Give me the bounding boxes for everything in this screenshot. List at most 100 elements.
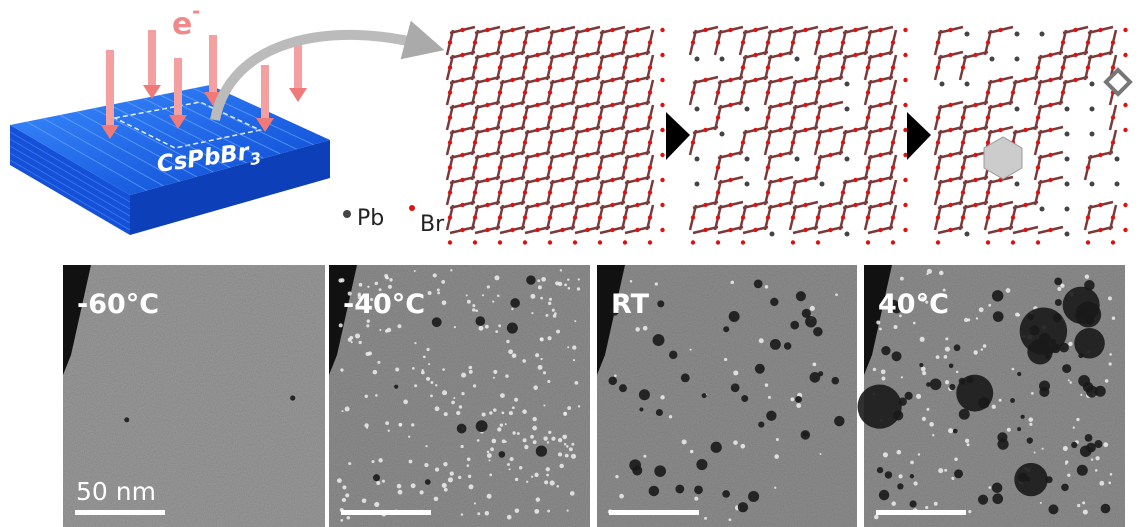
- bright-spot: [388, 430, 390, 432]
- bright-spot: [489, 411, 492, 414]
- br-atom: [973, 203, 977, 207]
- bright-spot: [876, 321, 880, 325]
- void: [949, 364, 954, 369]
- br-atom: [973, 103, 977, 107]
- br-atom: [473, 165, 477, 169]
- void: [729, 311, 740, 322]
- pb-atom: [695, 157, 700, 162]
- bright-spot: [543, 371, 546, 374]
- void: [881, 346, 890, 355]
- void: [992, 483, 1003, 494]
- bright-spot: [567, 279, 569, 281]
- bright-spot: [981, 348, 983, 350]
- bright-spot: [414, 342, 416, 344]
- br-atom: [1048, 128, 1052, 132]
- bright-spot: [442, 300, 447, 305]
- bright-spot: [435, 384, 437, 386]
- pb-atom: [965, 82, 970, 87]
- void: [1017, 427, 1021, 431]
- bright-spot: [882, 377, 886, 381]
- br-atom: [936, 65, 940, 69]
- bright-spot: [498, 324, 501, 327]
- br-atom: [691, 215, 695, 219]
- bright-spot: [922, 371, 926, 375]
- bright-spot: [945, 337, 948, 340]
- bright-spot: [1028, 417, 1033, 422]
- bright-spot: [411, 483, 416, 488]
- br-atom: [498, 215, 502, 219]
- br-atom: [610, 28, 614, 32]
- bright-spot: [1068, 379, 1070, 381]
- bright-spot: [340, 519, 343, 522]
- br-atom: [448, 215, 452, 219]
- bright-spot: [534, 473, 538, 477]
- pb-atom: [1015, 107, 1020, 112]
- void: [758, 421, 764, 427]
- br-atom: [866, 215, 870, 219]
- br-atom: [598, 40, 602, 44]
- void: [1010, 398, 1015, 403]
- br-atom: [986, 40, 990, 44]
- br-atom: [741, 240, 745, 244]
- void: [1027, 437, 1033, 443]
- bright-spot: [531, 476, 533, 478]
- br-atom: [623, 65, 627, 69]
- br-atom: [1098, 53, 1102, 57]
- bright-spot: [375, 282, 379, 286]
- br-atom: [973, 178, 977, 182]
- br-atom: [961, 215, 965, 219]
- br-atom: [523, 115, 527, 119]
- br-atom: [1048, 103, 1052, 107]
- bright-spot: [495, 330, 498, 333]
- bright-spot: [389, 278, 392, 281]
- bright-spot: [538, 365, 543, 370]
- bright-spot: [1063, 446, 1068, 451]
- br-atom: [573, 115, 577, 119]
- br-atom: [648, 90, 652, 94]
- bright-spot: [1077, 504, 1080, 507]
- bright-spot: [487, 494, 492, 499]
- br-atom: [766, 65, 770, 69]
- bright-spot: [411, 423, 414, 426]
- br-atom: [753, 128, 757, 132]
- br-atom: [585, 153, 589, 157]
- br-atom: [585, 103, 589, 107]
- br-atom: [510, 28, 514, 32]
- br-atom: [473, 40, 477, 44]
- pb-atom: [720, 57, 725, 62]
- bright-spot: [934, 502, 938, 506]
- bright-spot: [515, 478, 518, 481]
- br-atom: [448, 165, 452, 169]
- br-atom: [878, 53, 882, 57]
- bright-spot: [409, 460, 413, 464]
- bright-spot: [362, 498, 367, 503]
- void: [457, 424, 467, 434]
- br-atom: [973, 153, 977, 157]
- br-atom: [1073, 78, 1077, 82]
- br-atom: [460, 228, 464, 232]
- br-atom: [660, 203, 664, 207]
- void: [1059, 343, 1069, 353]
- pb-atom: [965, 232, 970, 237]
- br-atom: [1111, 240, 1115, 244]
- bright-spot: [992, 405, 996, 409]
- void: [1086, 386, 1098, 398]
- br-atom: [948, 28, 952, 32]
- br-atom: [510, 153, 514, 157]
- br-atom: [728, 178, 732, 182]
- br-atom: [573, 165, 577, 169]
- br-atom: [998, 228, 1002, 232]
- br-atom: [753, 203, 757, 207]
- beam-arrow: [148, 30, 156, 85]
- br-atom: [660, 128, 664, 132]
- br-atom: [853, 128, 857, 132]
- bright-spot: [973, 350, 977, 354]
- bright-spot: [373, 370, 378, 375]
- br-atom: [816, 65, 820, 69]
- bright-spot: [530, 435, 534, 439]
- br-atom: [548, 40, 552, 44]
- br-atom: [635, 203, 639, 207]
- void: [992, 290, 1003, 301]
- br-atom: [535, 53, 539, 57]
- bright-spot: [461, 392, 464, 395]
